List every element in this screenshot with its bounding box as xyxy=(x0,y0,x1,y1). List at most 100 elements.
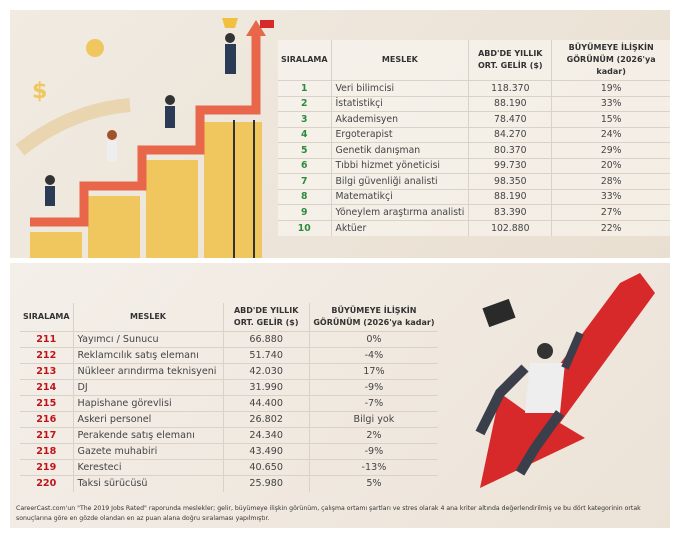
bottom-panel: SIRALAMA MESLEK ABD'DE YILLIK ORT. GELİR… xyxy=(10,263,670,528)
job-cell: Perakende satış elemanı xyxy=(72,427,224,444)
rank-cell: 216 xyxy=(20,411,74,428)
table-row: 211 Yayımcı / Sunucu 66.880 0% xyxy=(20,331,438,348)
income-cell: 26.802 xyxy=(222,411,310,428)
income-cell: 43.490 xyxy=(222,443,310,460)
table-row: 7 Bilgi güvenliği analisti 98.350 28% xyxy=(278,173,670,189)
job-cell: Keresteci xyxy=(72,459,224,476)
table-row: 4 Ergoterapist 84.270 24% xyxy=(278,126,670,143)
rank-cell: 212 xyxy=(20,347,74,364)
income-cell: 51.740 xyxy=(222,347,310,364)
job-cell: Aktüer xyxy=(330,219,469,236)
rank-cell: 3 xyxy=(278,111,332,127)
income-cell: 44.400 xyxy=(222,395,310,412)
table-row: 6 Tıbbi hizmet yöneticisi 99.730 20% xyxy=(278,157,670,174)
income-cell: 40.650 xyxy=(222,459,310,476)
header-rank: SIRALAMA xyxy=(23,312,70,321)
income-cell: 24.340 xyxy=(222,427,310,444)
income-cell: 88.190 xyxy=(468,188,552,205)
job-cell: Gazete muhabiri xyxy=(72,443,224,460)
growth-cell: -7% xyxy=(308,395,438,412)
table-row: 8 Matematikçi 88.190 33% xyxy=(278,188,670,205)
job-cell: DJ xyxy=(72,379,224,396)
income-cell: 118.370 xyxy=(468,80,552,96)
income-cell: 83.390 xyxy=(468,204,552,220)
table-row: 217 Perakende satış elemanı 24.340 2% xyxy=(20,427,438,444)
growth-cell: -9% xyxy=(308,443,438,460)
rank-cell: 7 xyxy=(278,173,332,189)
header-income: ABD'DE YILLIK ORT. GELİR ($) xyxy=(468,40,552,81)
table-row: 216 Askeri personel 26.802 Bilgi yok xyxy=(20,411,438,428)
income-cell: 80.370 xyxy=(468,142,552,158)
growth-cell: 0% xyxy=(308,331,438,348)
job-cell: Genetik danışman xyxy=(330,142,469,158)
rank-cell: 214 xyxy=(20,379,74,396)
table-row: 10 Aktüer 102.880 22% xyxy=(278,219,670,236)
header-growth: BÜYÜMEYE İLİŞKİN GÖRÜNÜM (2026'ya kadar) xyxy=(308,303,438,332)
growth-cell: 28% xyxy=(551,173,670,189)
income-cell: 98.350 xyxy=(468,173,552,189)
rank-cell: 218 xyxy=(20,443,74,460)
income-cell: 78.470 xyxy=(468,111,552,127)
svg-text:$: $ xyxy=(32,79,47,104)
rank-cell: 217 xyxy=(20,427,74,444)
rank-cell: 10 xyxy=(278,219,332,236)
income-cell: 102.880 xyxy=(468,219,552,236)
growth-cell: Bilgi yok xyxy=(308,411,438,428)
income-cell: 25.980 xyxy=(222,475,310,492)
top-jobs-table: SIRALAMA MESLEK ABD'DE YILLIK ORT. GELİR… xyxy=(278,40,670,236)
job-cell: Ergoterapist xyxy=(330,126,469,143)
income-cell: 66.880 xyxy=(222,331,310,348)
header-job: MESLEK xyxy=(330,40,469,81)
header-income: ABD'DE YILLIK ORT. GELİR ($) xyxy=(222,303,310,332)
job-cell: Hapishane görevlisi xyxy=(72,395,224,412)
growth-cell: 17% xyxy=(308,363,438,380)
growth-cell: -13% xyxy=(308,459,438,476)
growth-cell: 2% xyxy=(308,427,438,444)
table-row: 214 DJ 31.990 -9% xyxy=(20,379,438,396)
growth-cell: 20% xyxy=(551,157,670,174)
rank-cell: 9 xyxy=(278,204,332,220)
job-cell: Yayımcı / Sunucu xyxy=(72,331,224,348)
job-cell: Veri bilimcisi xyxy=(330,80,469,96)
income-cell: 88.190 xyxy=(468,95,552,112)
job-cell: Nükleer arındırma teknisyeni xyxy=(72,363,224,380)
success-stairs-illustration: $ xyxy=(15,18,274,258)
table-row: 220 Taksi sürücüsü 25.980 5% xyxy=(20,475,438,492)
table-row: 219 Keresteci 40.650 -13% xyxy=(20,459,438,476)
rank-cell: 8 xyxy=(278,188,332,205)
income-cell: 42.030 xyxy=(222,363,310,380)
job-cell: Matematikçi xyxy=(330,188,469,205)
table-row: 212 Reklamcılık satış elemanı 51.740 -4% xyxy=(20,347,438,364)
growth-cell: 22% xyxy=(551,219,670,236)
rank-cell: 215 xyxy=(20,395,74,412)
table-header-row: SIRALAMA MESLEK ABD'DE YILLIK ORT. GELİR… xyxy=(20,303,438,332)
job-cell: Akademisyen xyxy=(330,111,469,127)
job-cell: İstatistikçi xyxy=(330,95,469,112)
rank-cell: 4 xyxy=(278,126,332,143)
job-cell: Yöneylem araştırma analisti xyxy=(330,204,469,220)
growth-cell: 24% xyxy=(551,126,670,143)
growth-cell: 33% xyxy=(551,188,670,205)
top-panel: $ SIRALAMA MESLEK ABD'DE YILLIK ORT. GEL… xyxy=(10,10,670,258)
rank-cell: 219 xyxy=(20,459,74,476)
job-cell: Askeri personel xyxy=(72,411,224,428)
falling-arrow-illustration xyxy=(475,273,655,488)
rank-cell: 5 xyxy=(278,142,332,158)
rank-cell: 1 xyxy=(278,80,332,96)
rank-cell: 220 xyxy=(20,475,74,492)
income-cell: 31.990 xyxy=(222,379,310,396)
job-cell: Reklamcılık satış elemanı xyxy=(72,347,224,364)
growth-cell: -4% xyxy=(308,347,438,364)
table-header-row: SIRALAMA MESLEK ABD'DE YILLIK ORT. GELİR… xyxy=(278,40,670,81)
growth-cell: 27% xyxy=(551,204,670,220)
growth-cell: 15% xyxy=(551,111,670,127)
table-row: 1 Veri bilimcisi 118.370 19% xyxy=(278,80,670,96)
table-row: 9 Yöneylem araştırma analisti 83.390 27% xyxy=(278,204,670,220)
growth-cell: 29% xyxy=(551,142,670,158)
header-job: MESLEK xyxy=(72,303,224,332)
growth-cell: 5% xyxy=(308,475,438,492)
rank-cell: 6 xyxy=(278,157,332,174)
footnote: CareerCast.com'un "The 2019 Jobs Rated" … xyxy=(16,505,641,522)
income-cell: 84.270 xyxy=(468,126,552,143)
table-row: 3 Akademisyen 78.470 15% xyxy=(278,111,670,127)
